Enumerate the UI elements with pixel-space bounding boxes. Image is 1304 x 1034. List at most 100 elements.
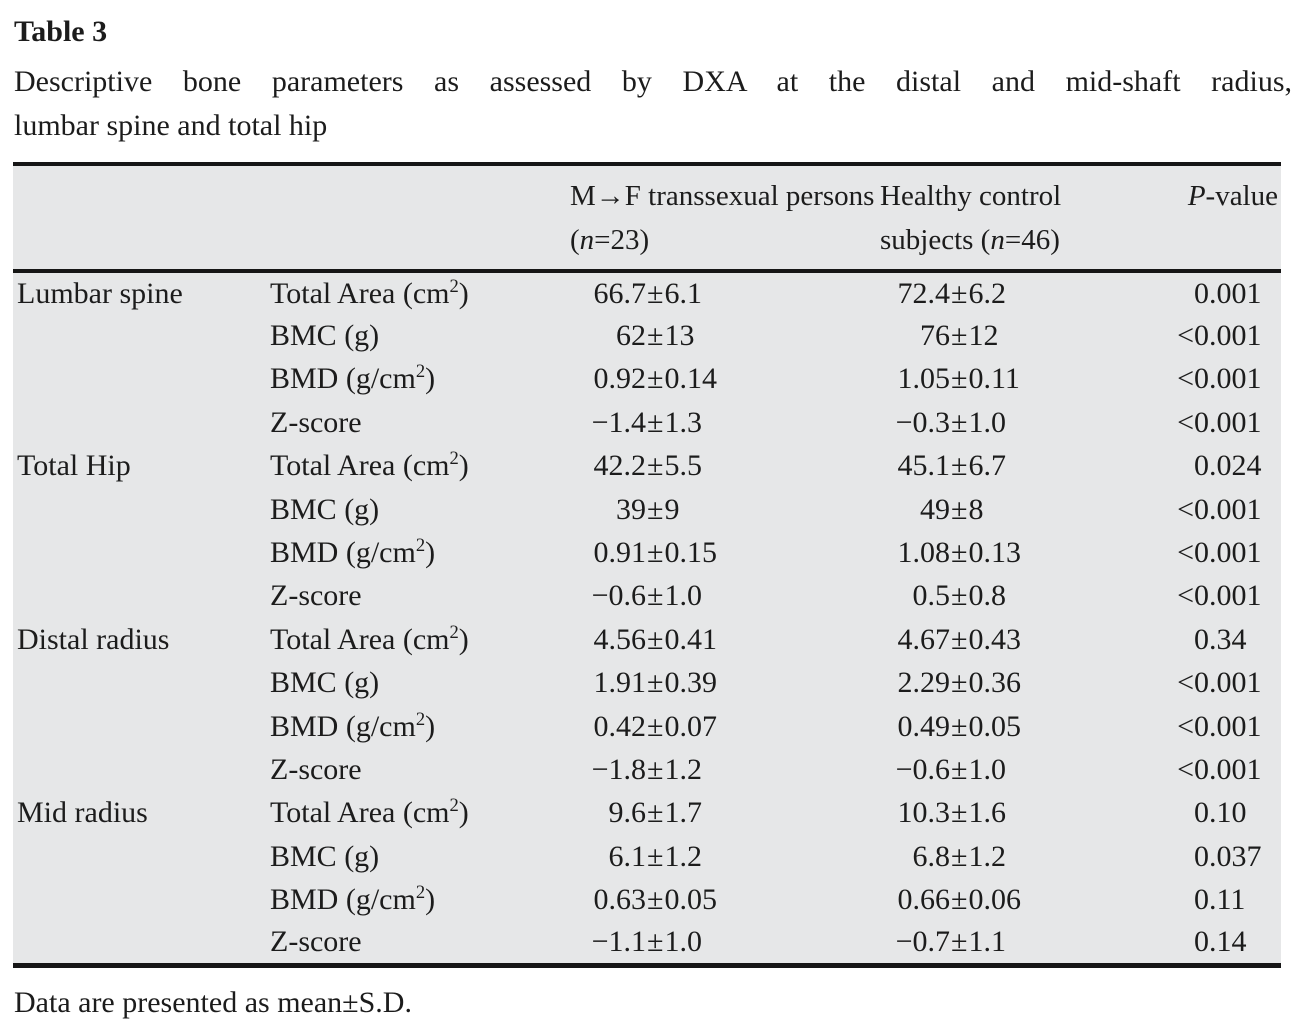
section-label-cell [13,878,270,921]
value-cell-control-group: 2.29±0.36 [880,662,1157,705]
table-row: Z-score −1.1±1.0 −0.7±1.1 0.14 [13,922,1281,965]
mean-value: 0.66 [897,883,951,917]
p-number: 0.001 [1194,579,1262,613]
sd-value: 1.0 [664,579,702,613]
value-cell-control-group: 10.3±1.6 [880,792,1157,835]
sd-value: 6.7 [968,449,1006,483]
plus-minus-sign: ± [951,492,968,526]
sd-value: 0.06 [968,883,1021,917]
plus-minus-sign: ± [951,579,968,613]
plus-minus-sign: ± [951,839,968,873]
sd-value: 1.6 [968,796,1006,830]
sd-value: 0.39 [664,666,717,700]
mean-value: −0.6 [895,752,950,786]
parameter-cell: BMD (g/cm2) [270,361,436,396]
mean-value: −1.4 [591,405,646,439]
value-cell-transsexual-group: 0.92±0.14 [570,358,880,401]
table-row: BMC (g) 39±9 49±8 <0.001 [13,488,1281,531]
mean-value: 45.1 [897,449,951,483]
less-than-sign: < [1177,579,1194,613]
sd-value: 0.07 [664,709,717,743]
plus-minus-sign: ± [647,319,664,353]
plus-minus-sign: ± [951,449,968,483]
sd-value: 0.15 [664,536,717,570]
p-number: 0.001 [1194,405,1262,439]
parameter-cell: Z-score [270,579,362,613]
sd-value: 6.2 [968,276,1006,310]
value-cell-transsexual-group: −1.1±1.0 [570,922,880,965]
p-number: 0.10 [1194,796,1247,830]
table-caption-line1: Descriptive bone parameters as assessed … [14,65,1292,98]
p-number: 0.001 [1194,666,1262,700]
section-label-cell: Lumbar spine [17,276,183,310]
table-caption: Descriptive bone parameters as assessed … [14,60,1292,148]
parameter-cell: Z-score [270,752,362,786]
sd-value: 6.1 [664,276,702,310]
plus-minus-sign: ± [647,709,664,743]
section-label-cell [13,401,270,444]
value-cell-control-group: 6.8±1.2 [880,835,1157,878]
section-label-cell [13,531,270,574]
table-row: Mid radius Total Area (cm2) 9.6±1.7 10.3±1.… [13,792,1281,835]
mean-value: 0.5 [912,579,951,613]
plus-minus-sign: ± [647,883,664,917]
section-label-cell: Distal radius [17,622,170,656]
sd-value: 13 [664,319,695,353]
value-cell-control-group: 1.05±0.11 [880,358,1157,401]
parameter-cell: Z-score [270,405,362,439]
mean-value: 10.3 [897,796,951,830]
p-number: 0.001 [1194,752,1262,786]
p-value-cell: <0.001 [1157,575,1281,618]
plus-minus-sign: ± [951,796,968,830]
sd-value: 0.8 [968,579,1006,613]
p-value-cell: 0.11 [1157,878,1281,921]
plus-minus-sign: ± [951,362,968,396]
p-value-cell: <0.001 [1157,401,1281,444]
p-value-cell: 0.037 [1157,835,1281,878]
mean-value: 1.91 [593,666,647,700]
plus-minus-sign: ± [647,276,664,310]
value-cell-transsexual-group: 42.2±5.5 [570,445,880,488]
plus-minus-sign: ± [647,449,664,483]
mean-value: 1.05 [897,362,951,396]
table-row: Z-score −1.8±1.2 −0.6±1.0 <0.001 [13,748,1281,791]
mean-value: −0.7 [895,925,950,959]
p-value-cell: <0.001 [1157,531,1281,574]
section-label-cell [13,662,270,705]
table-row: BMD (g/cm2) 0.63±0.05 0.66±0.06 0.11 [13,878,1281,921]
value-cell-transsexual-group: 9.6±1.7 [570,792,880,835]
less-than-sign: < [1177,752,1194,786]
table-row: Distal radius Total Area (cm2) 4.56±0.41 4.… [13,618,1281,661]
plus-minus-sign: ± [647,752,664,786]
section-label-cell [13,705,270,748]
mean-value: 4.56 [593,622,647,656]
parameter-cell: BMD (g/cm2) [270,708,436,743]
value-cell-control-group: 1.08±0.13 [880,531,1157,574]
mean-value: 39 [616,492,646,526]
table-header: M→F transsexual persons (n=23) Healthy c… [13,164,1281,271]
p-value-cell: <0.001 [1157,705,1281,748]
value-cell-transsexual-group: 62±13 [570,314,880,357]
sd-value: 9 [664,492,680,526]
sd-value: 0.13 [968,536,1021,570]
p-number: 0.024 [1194,449,1262,483]
less-than-sign: < [1177,319,1194,353]
col-header-control-group: Healthy control subjects (n=46) [880,180,1062,256]
value-cell-control-group: −0.3±1.0 [880,401,1157,444]
value-cell-transsexual-group: 1.91±0.39 [570,662,880,705]
p-value-cell: <0.001 [1157,358,1281,401]
less-than-sign: < [1177,709,1194,743]
value-cell-transsexual-group: −1.4±1.3 [570,401,880,444]
mean-value: 76 [920,319,950,353]
plus-minus-sign: ± [951,319,968,353]
plus-minus-sign: ± [951,622,968,656]
value-cell-control-group: 0.66±0.06 [880,878,1157,921]
parameter-cell: BMC (g) [270,839,380,873]
p-value-cell: <0.001 [1157,488,1281,531]
sd-value: 0.05 [664,883,717,917]
parameter-cell: BMD (g/cm2) [270,882,436,917]
section-label-cell [13,314,270,357]
value-cell-control-group: 0.49±0.05 [880,705,1157,748]
value-cell-transsexual-group: 0.91±0.15 [570,531,880,574]
